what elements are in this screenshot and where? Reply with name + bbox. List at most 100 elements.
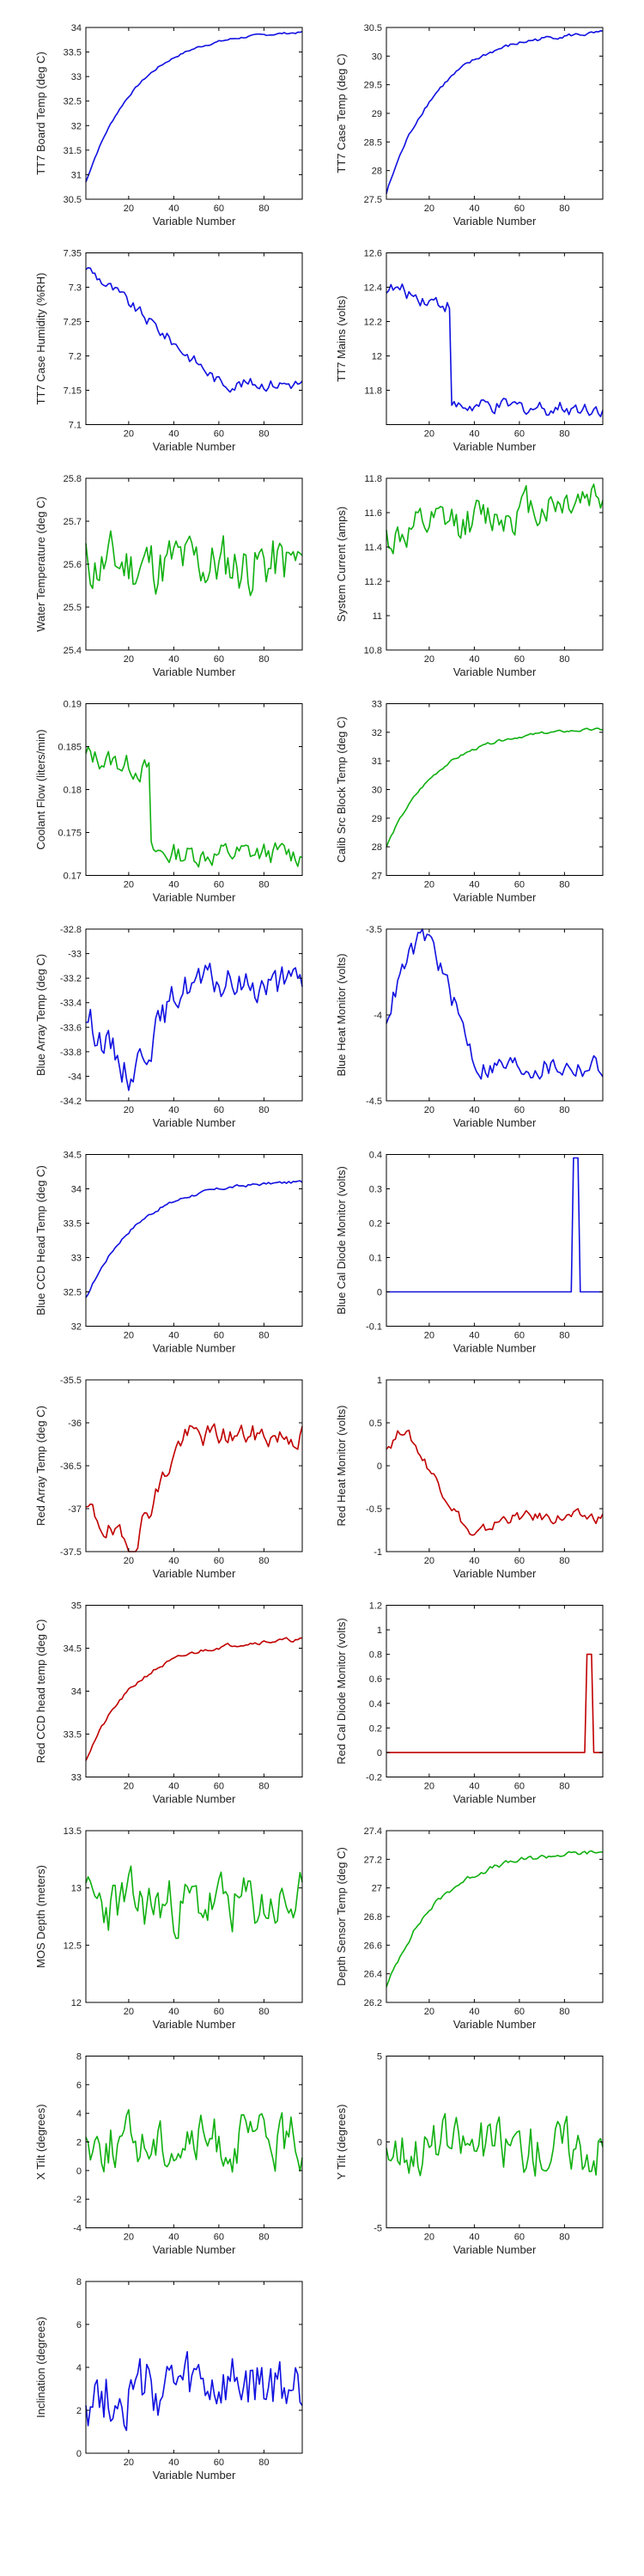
x-tick-label: 80 <box>559 1331 569 1341</box>
y-tick-label: 7.15 <box>64 386 82 397</box>
x-tick-label: 60 <box>514 1556 525 1566</box>
x-tick-label: 20 <box>124 1782 134 1792</box>
x-tick-label: 40 <box>469 429 479 440</box>
x-tick-label: 20 <box>424 654 434 665</box>
x-tick-label: 40 <box>469 2007 479 2017</box>
y-tick-label: 25.6 <box>64 560 82 570</box>
y-tick-label: 27 <box>372 1884 382 1894</box>
y-tick-label: 11.2 <box>364 577 382 587</box>
y-tick-label: -33.2 <box>60 974 82 984</box>
y-tick-label: 13.5 <box>64 1826 82 1837</box>
plot-frame <box>85 2281 303 2454</box>
x-axis-label: Variable Number <box>153 1793 236 1806</box>
x-tick-label: 60 <box>214 1556 224 1566</box>
x-tick-label: 80 <box>559 1556 569 1566</box>
x-axis-label: Variable Number <box>153 1342 236 1355</box>
data-series-line <box>85 530 303 597</box>
x-tick-label: 60 <box>214 1105 224 1115</box>
chart-panel-12: 20 40 60 80 -0.1 0 0.1 0.2 0.3 0.4 Variable Number… <box>335 1151 604 1355</box>
x-axis-label: Variable Number <box>453 1342 537 1355</box>
y-tick-label: 12 <box>372 352 382 362</box>
y-axis-label: MOS Depth (meters) <box>34 1865 47 1968</box>
y-axis-label: TT7 Case Temp (deg C) <box>335 53 348 173</box>
chart-panel-6: 20 40 60 80 10.8 11 11.2 11.4 11.6 11.8 Variable N… <box>335 474 604 678</box>
x-tick-label: 20 <box>424 204 434 214</box>
y-tick-label: 0 <box>76 2449 82 2459</box>
x-tick-label: 80 <box>258 2007 269 2017</box>
y-axis-label: Blue Cal Diode Monitor (volts) <box>335 1166 348 1315</box>
x-axis-label: Variable Number <box>153 891 236 904</box>
y-tick-label: -1 <box>374 1547 382 1558</box>
x-tick-label: 40 <box>469 880 479 890</box>
x-axis-label: Variable Number <box>453 665 537 678</box>
x-tick-label: 60 <box>514 880 525 890</box>
y-tick-label: 8 <box>76 2052 82 2063</box>
y-tick-label: 0.2 <box>369 1723 382 1734</box>
x-tick-label: 80 <box>258 1556 269 1566</box>
y-tick-label: 6 <box>76 2320 82 2330</box>
y-axis-label: Calib Src Block Temp (deg C) <box>335 716 348 862</box>
y-tick-label: 32 <box>71 1322 82 1333</box>
y-tick-label: 25.8 <box>64 474 82 484</box>
y-axis-label: Inclination (degrees) <box>34 2317 47 2418</box>
y-tick-label: 32 <box>372 728 382 738</box>
x-axis-label: Variable Number <box>153 215 236 228</box>
x-tick-label: 20 <box>424 1782 434 1792</box>
y-tick-label: 0.19 <box>64 700 82 710</box>
y-tick-label: 0 <box>377 1461 382 1472</box>
y-tick-label: 34 <box>71 1687 82 1698</box>
x-axis-label: Variable Number <box>453 1116 537 1129</box>
x-tick-label: 20 <box>124 880 134 890</box>
plot-frame <box>386 252 604 425</box>
x-tick-label: 40 <box>168 654 179 665</box>
y-tick-label: 29 <box>372 814 382 824</box>
data-series-line <box>386 483 604 555</box>
y-tick-label: 32.5 <box>64 1288 82 1298</box>
y-tick-label: 27 <box>372 872 382 882</box>
y-tick-label: -3.5 <box>366 925 382 935</box>
x-tick-label: 60 <box>214 2007 224 2017</box>
x-tick-label: 40 <box>469 1556 479 1566</box>
y-tick-label: -33.4 <box>60 999 82 1009</box>
x-tick-label: 20 <box>424 1331 434 1341</box>
y-tick-label: 33.5 <box>64 48 82 58</box>
x-tick-label: 20 <box>424 2007 434 2017</box>
y-tick-label: 26.4 <box>364 1970 382 1980</box>
y-tick-label: 29.5 <box>364 81 382 91</box>
y-tick-label: 28 <box>372 167 382 177</box>
plot-frame <box>386 27 604 200</box>
x-axis-label: Variable Number <box>153 2469 236 2482</box>
y-tick-label: 0.5 <box>369 1419 382 1429</box>
y-tick-label: 32 <box>71 121 82 131</box>
y-tick-label: 0 <box>377 2138 382 2148</box>
y-tick-label: -35.5 <box>60 1376 82 1386</box>
y-tick-label: 0.175 <box>58 829 82 839</box>
y-tick-label: 34 <box>71 23 82 33</box>
data-series-line <box>85 1423 303 1552</box>
x-tick-label: 80 <box>258 2233 269 2243</box>
y-tick-label: 12.5 <box>64 1941 82 1951</box>
y-axis-label: X Tilt (degrees) <box>34 2104 47 2179</box>
data-series-line <box>386 928 604 1080</box>
y-tick-label: 4 <box>76 2363 82 2373</box>
data-series-line <box>85 267 303 393</box>
x-tick-label: 40 <box>469 1105 479 1115</box>
plot-frame <box>85 703 303 876</box>
plot-frame <box>85 1830 303 2003</box>
chart-panel-14: 20 40 60 80 -1 -0.5 0 0.5 1 Variable Number Red He… <box>335 1376 604 1580</box>
y-tick-label: 6 <box>76 2081 82 2091</box>
x-tick-label: 40 <box>168 1556 179 1566</box>
chart-panel-17: 20 40 60 80 12 12.5 13 13.5 Variable Number MOS D… <box>34 1826 303 2031</box>
y-tick-label: 35 <box>71 1601 82 1612</box>
data-series-line <box>386 1429 604 1536</box>
x-tick-label: 20 <box>424 1556 434 1566</box>
x-tick-label: 40 <box>168 1331 179 1341</box>
data-series-line <box>386 2112 604 2177</box>
y-tick-label: 0.18 <box>64 786 82 796</box>
plot-frame <box>85 477 303 651</box>
x-tick-label: 40 <box>168 204 179 214</box>
y-tick-label: 26.6 <box>364 1941 382 1951</box>
data-series-line <box>85 31 303 183</box>
x-axis-label: Variable Number <box>153 2018 236 2031</box>
x-tick-label: 20 <box>124 1331 134 1341</box>
